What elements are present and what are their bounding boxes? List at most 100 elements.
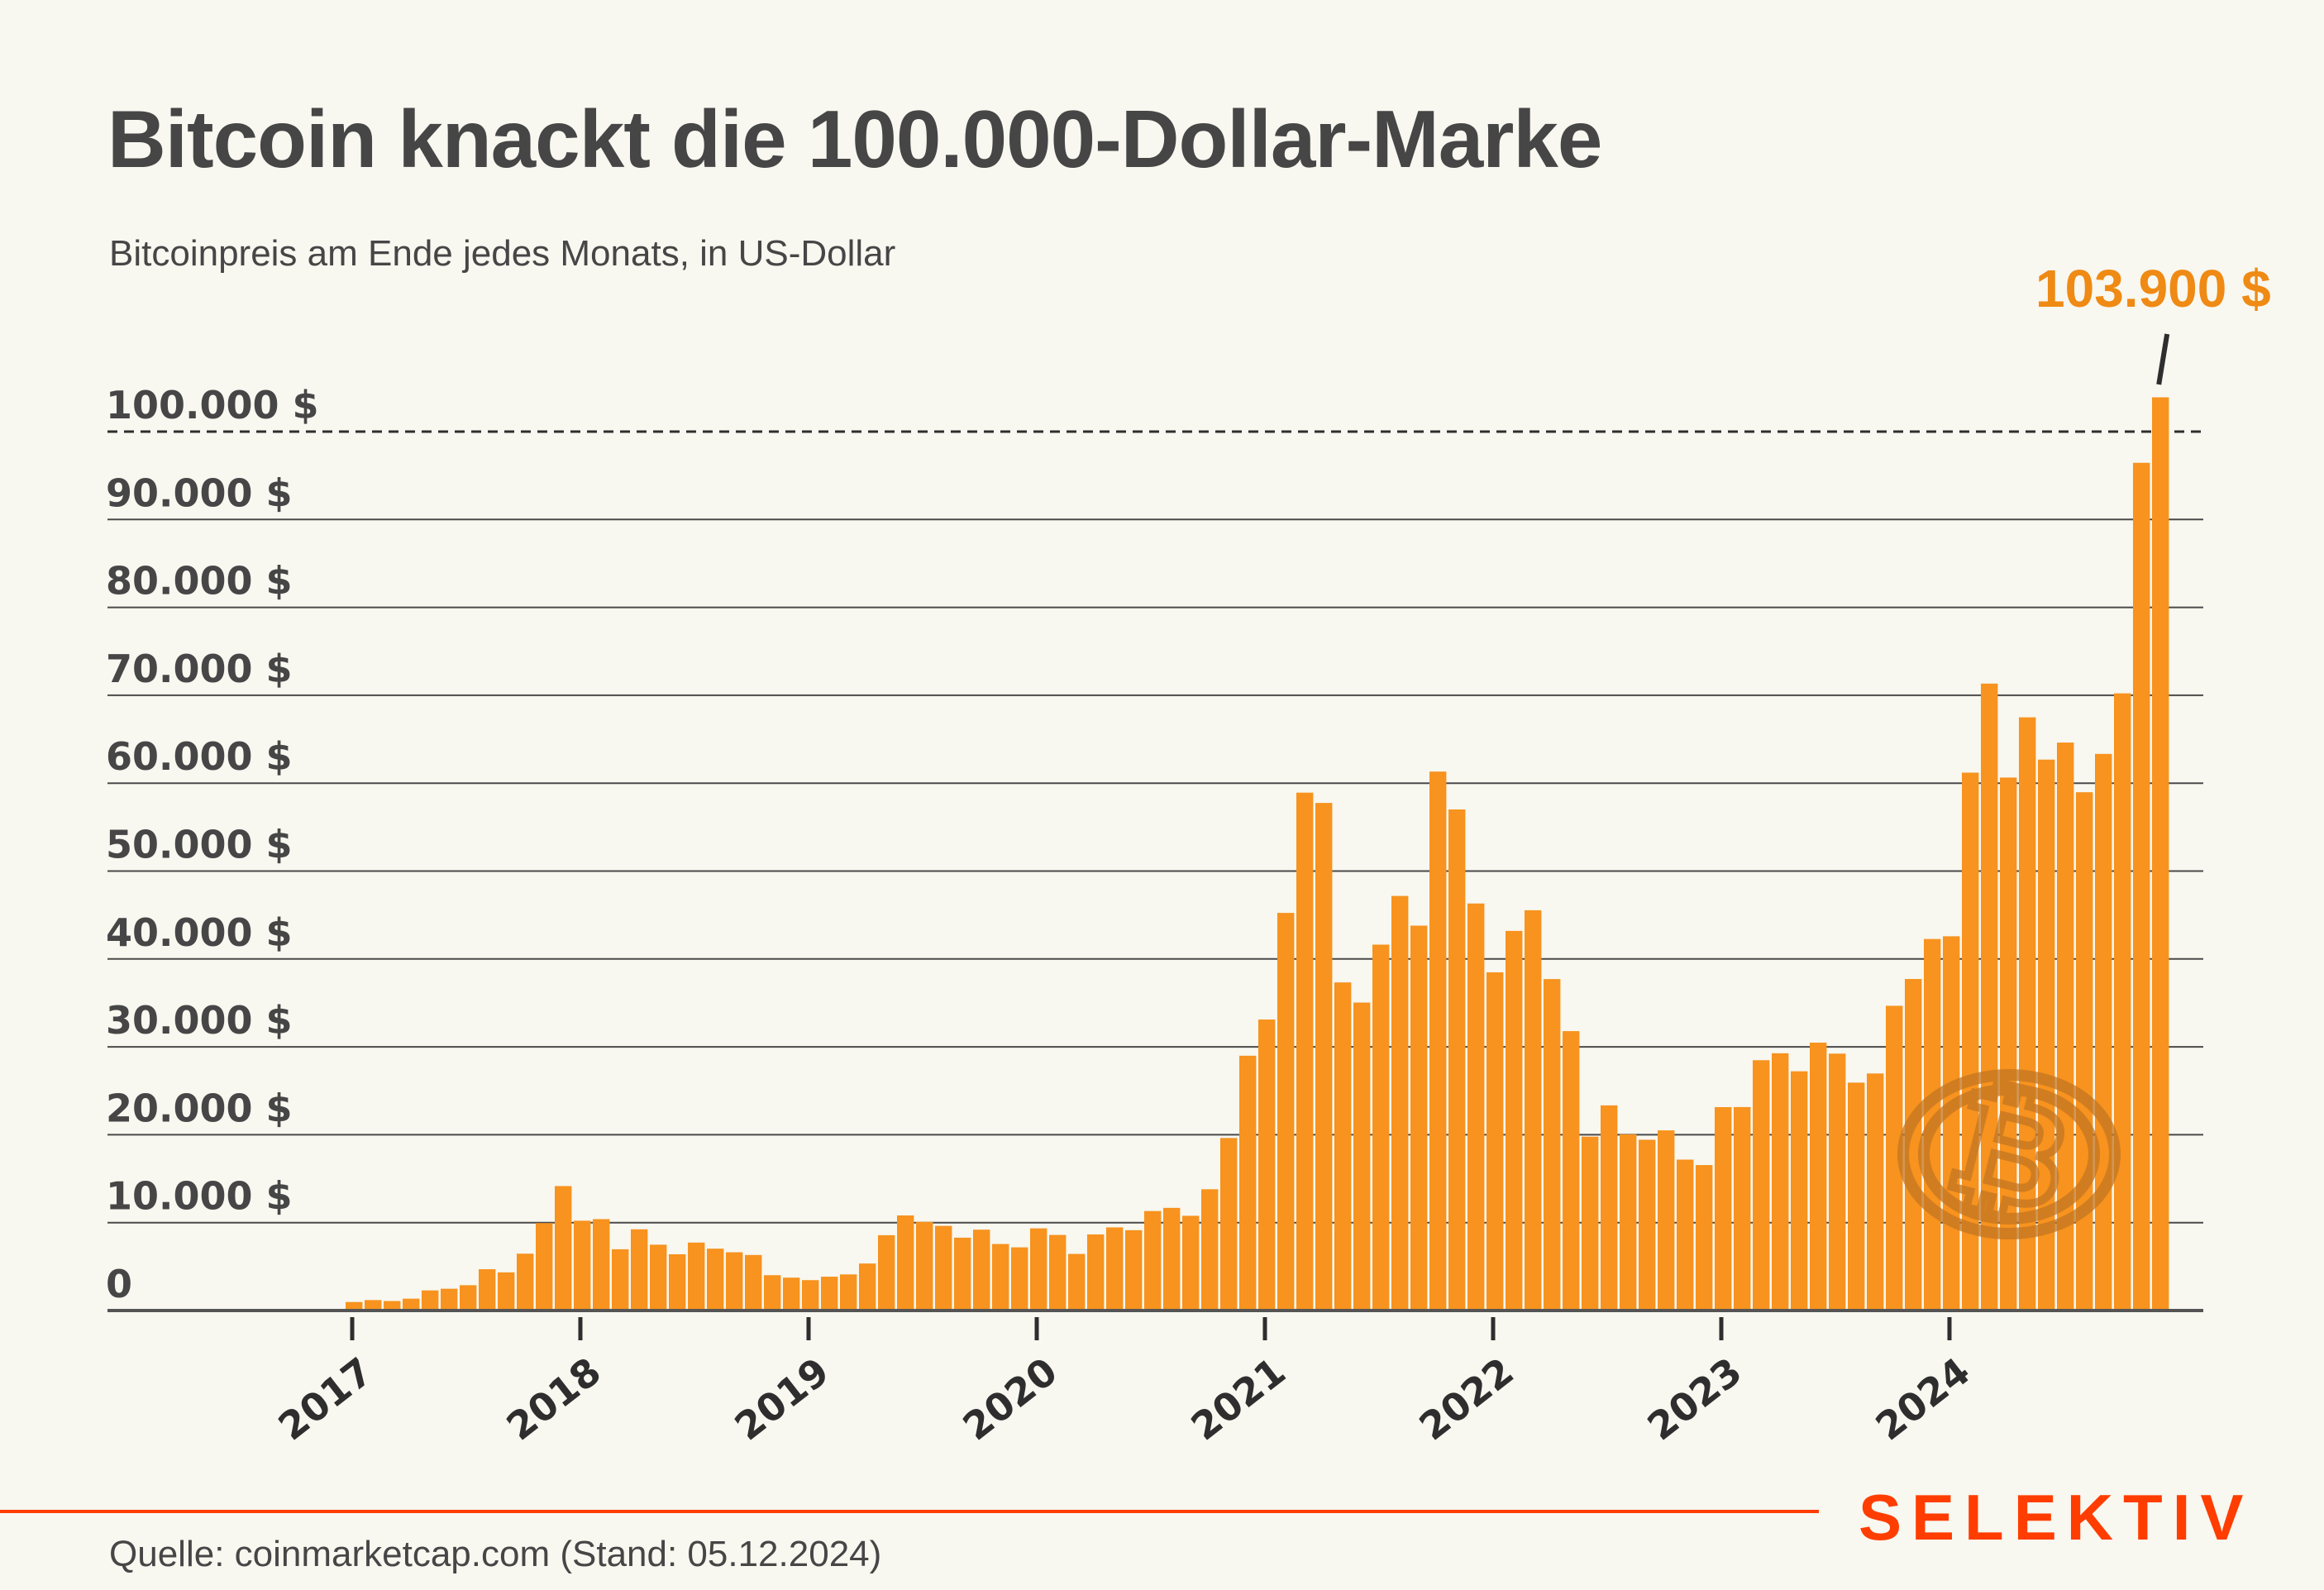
bar bbox=[783, 1277, 800, 1311]
bar bbox=[1544, 979, 1561, 1311]
bar bbox=[1068, 1253, 1086, 1311]
x-tick-label: 2022 bbox=[1411, 1349, 1522, 1449]
bar bbox=[1582, 1136, 1599, 1311]
bar bbox=[669, 1253, 686, 1311]
bar bbox=[1011, 1247, 1028, 1311]
bar bbox=[1296, 792, 1314, 1311]
bar bbox=[1239, 1055, 1257, 1311]
bar bbox=[1353, 1002, 1371, 1311]
bar bbox=[1867, 1073, 1884, 1311]
bar bbox=[1810, 1042, 1827, 1311]
y-axis: 0 10.000 $ 20.000 $ 30.000 $ 40.000 $ 50.000 … bbox=[106, 383, 319, 1306]
callout-leader-line bbox=[2156, 333, 2170, 385]
bar bbox=[346, 1301, 363, 1311]
bar bbox=[631, 1229, 648, 1311]
bar bbox=[2019, 717, 2036, 1311]
bar bbox=[1163, 1207, 1181, 1311]
bar bbox=[1734, 1106, 1751, 1311]
bar bbox=[1277, 913, 1295, 1311]
bar bbox=[574, 1220, 591, 1311]
bar bbox=[745, 1254, 762, 1311]
bitcoin-icon: ₿ bbox=[1897, 1054, 2121, 1249]
bar bbox=[1144, 1210, 1162, 1311]
bar bbox=[1315, 803, 1333, 1311]
peak-value-callout: 103.900 $ bbox=[2035, 259, 2271, 318]
chart-title: Bitcoin knackt die 100.000-Dollar-Marke bbox=[107, 93, 1602, 184]
bar bbox=[1829, 1053, 1846, 1311]
bar bbox=[1753, 1060, 1770, 1311]
bar bbox=[973, 1230, 990, 1311]
y-tick-label: 50.000 $ bbox=[106, 823, 293, 867]
bar bbox=[1391, 895, 1409, 1311]
bar bbox=[1201, 1189, 1219, 1311]
bar bbox=[878, 1234, 895, 1311]
bar bbox=[1087, 1234, 1105, 1311]
bar bbox=[1372, 944, 1390, 1311]
footer-rule bbox=[0, 1510, 1819, 1513]
y-tick-label: 30.000 $ bbox=[106, 998, 293, 1043]
chart-subtitle: Bitcoinpreis am Ende jedes Monats, in US… bbox=[109, 233, 896, 274]
bar bbox=[2038, 759, 2055, 1311]
brand-logo: SELEKTIV bbox=[1859, 1481, 2254, 1554]
bar bbox=[764, 1275, 781, 1311]
bars bbox=[346, 397, 2169, 1311]
bar bbox=[1772, 1053, 1789, 1311]
bar bbox=[1410, 925, 1428, 1311]
bar bbox=[916, 1221, 933, 1311]
bar bbox=[2133, 462, 2150, 1311]
bar bbox=[2076, 792, 2093, 1311]
bar bbox=[422, 1290, 439, 1311]
outer-ring bbox=[1897, 1069, 2121, 1239]
bar bbox=[1220, 1138, 1238, 1311]
x-tick-label: 2021 bbox=[1183, 1349, 1294, 1449]
bar bbox=[1125, 1230, 1143, 1311]
bar bbox=[859, 1263, 876, 1311]
bar bbox=[403, 1298, 420, 1311]
bar bbox=[2000, 777, 2017, 1311]
bitcoin-watermark-overlay: ₿ bbox=[1897, 1054, 2121, 1249]
bar bbox=[1620, 1134, 1637, 1311]
bar bbox=[1467, 903, 1485, 1311]
gridlines bbox=[107, 430, 2203, 1224]
bar bbox=[1639, 1139, 1656, 1311]
bar bbox=[498, 1272, 515, 1311]
bar bbox=[802, 1280, 819, 1311]
bar bbox=[707, 1249, 724, 1311]
x-tick-label: 2020 bbox=[955, 1349, 1066, 1449]
inner-ring bbox=[1918, 1084, 2100, 1225]
bar bbox=[650, 1244, 667, 1311]
bar bbox=[460, 1285, 477, 1311]
bar bbox=[821, 1277, 838, 1311]
bar bbox=[384, 1301, 401, 1311]
bar bbox=[593, 1219, 610, 1311]
bar bbox=[954, 1237, 971, 1311]
bar bbox=[2114, 693, 2131, 1311]
bar bbox=[1563, 1031, 1580, 1311]
bar bbox=[441, 1288, 458, 1311]
bar bbox=[1715, 1107, 1732, 1311]
bar bbox=[365, 1300, 382, 1311]
bar bbox=[1677, 1159, 1694, 1311]
y-tick-label: 80.000 $ bbox=[106, 559, 293, 604]
x-tick-label: 2024 bbox=[1868, 1349, 1978, 1449]
y-tick-label: 70.000 $ bbox=[106, 647, 293, 691]
x-tick-label: 2019 bbox=[727, 1349, 837, 1449]
bar bbox=[555, 1186, 572, 1311]
bar bbox=[897, 1215, 914, 1311]
y-tick-label: 60.000 $ bbox=[106, 734, 293, 779]
x-tick-label: 2017 bbox=[270, 1349, 381, 1449]
bar bbox=[2095, 753, 2112, 1311]
bar bbox=[840, 1274, 857, 1311]
y-tick-label: 10.000 $ bbox=[106, 1174, 293, 1219]
source-note: Quelle: coinmarketcap.com (Stand: 05.12.… bbox=[109, 1534, 882, 1574]
bar bbox=[479, 1269, 496, 1311]
bar bbox=[726, 1252, 743, 1311]
bar bbox=[2057, 742, 2074, 1311]
bar bbox=[1487, 972, 1504, 1311]
bar bbox=[1258, 1019, 1276, 1311]
y-tick-label: 0 bbox=[106, 1262, 132, 1306]
bar bbox=[612, 1249, 629, 1311]
bar bbox=[992, 1244, 1009, 1311]
y-tick-label: 90.000 $ bbox=[106, 470, 293, 515]
bar bbox=[1049, 1234, 1067, 1311]
